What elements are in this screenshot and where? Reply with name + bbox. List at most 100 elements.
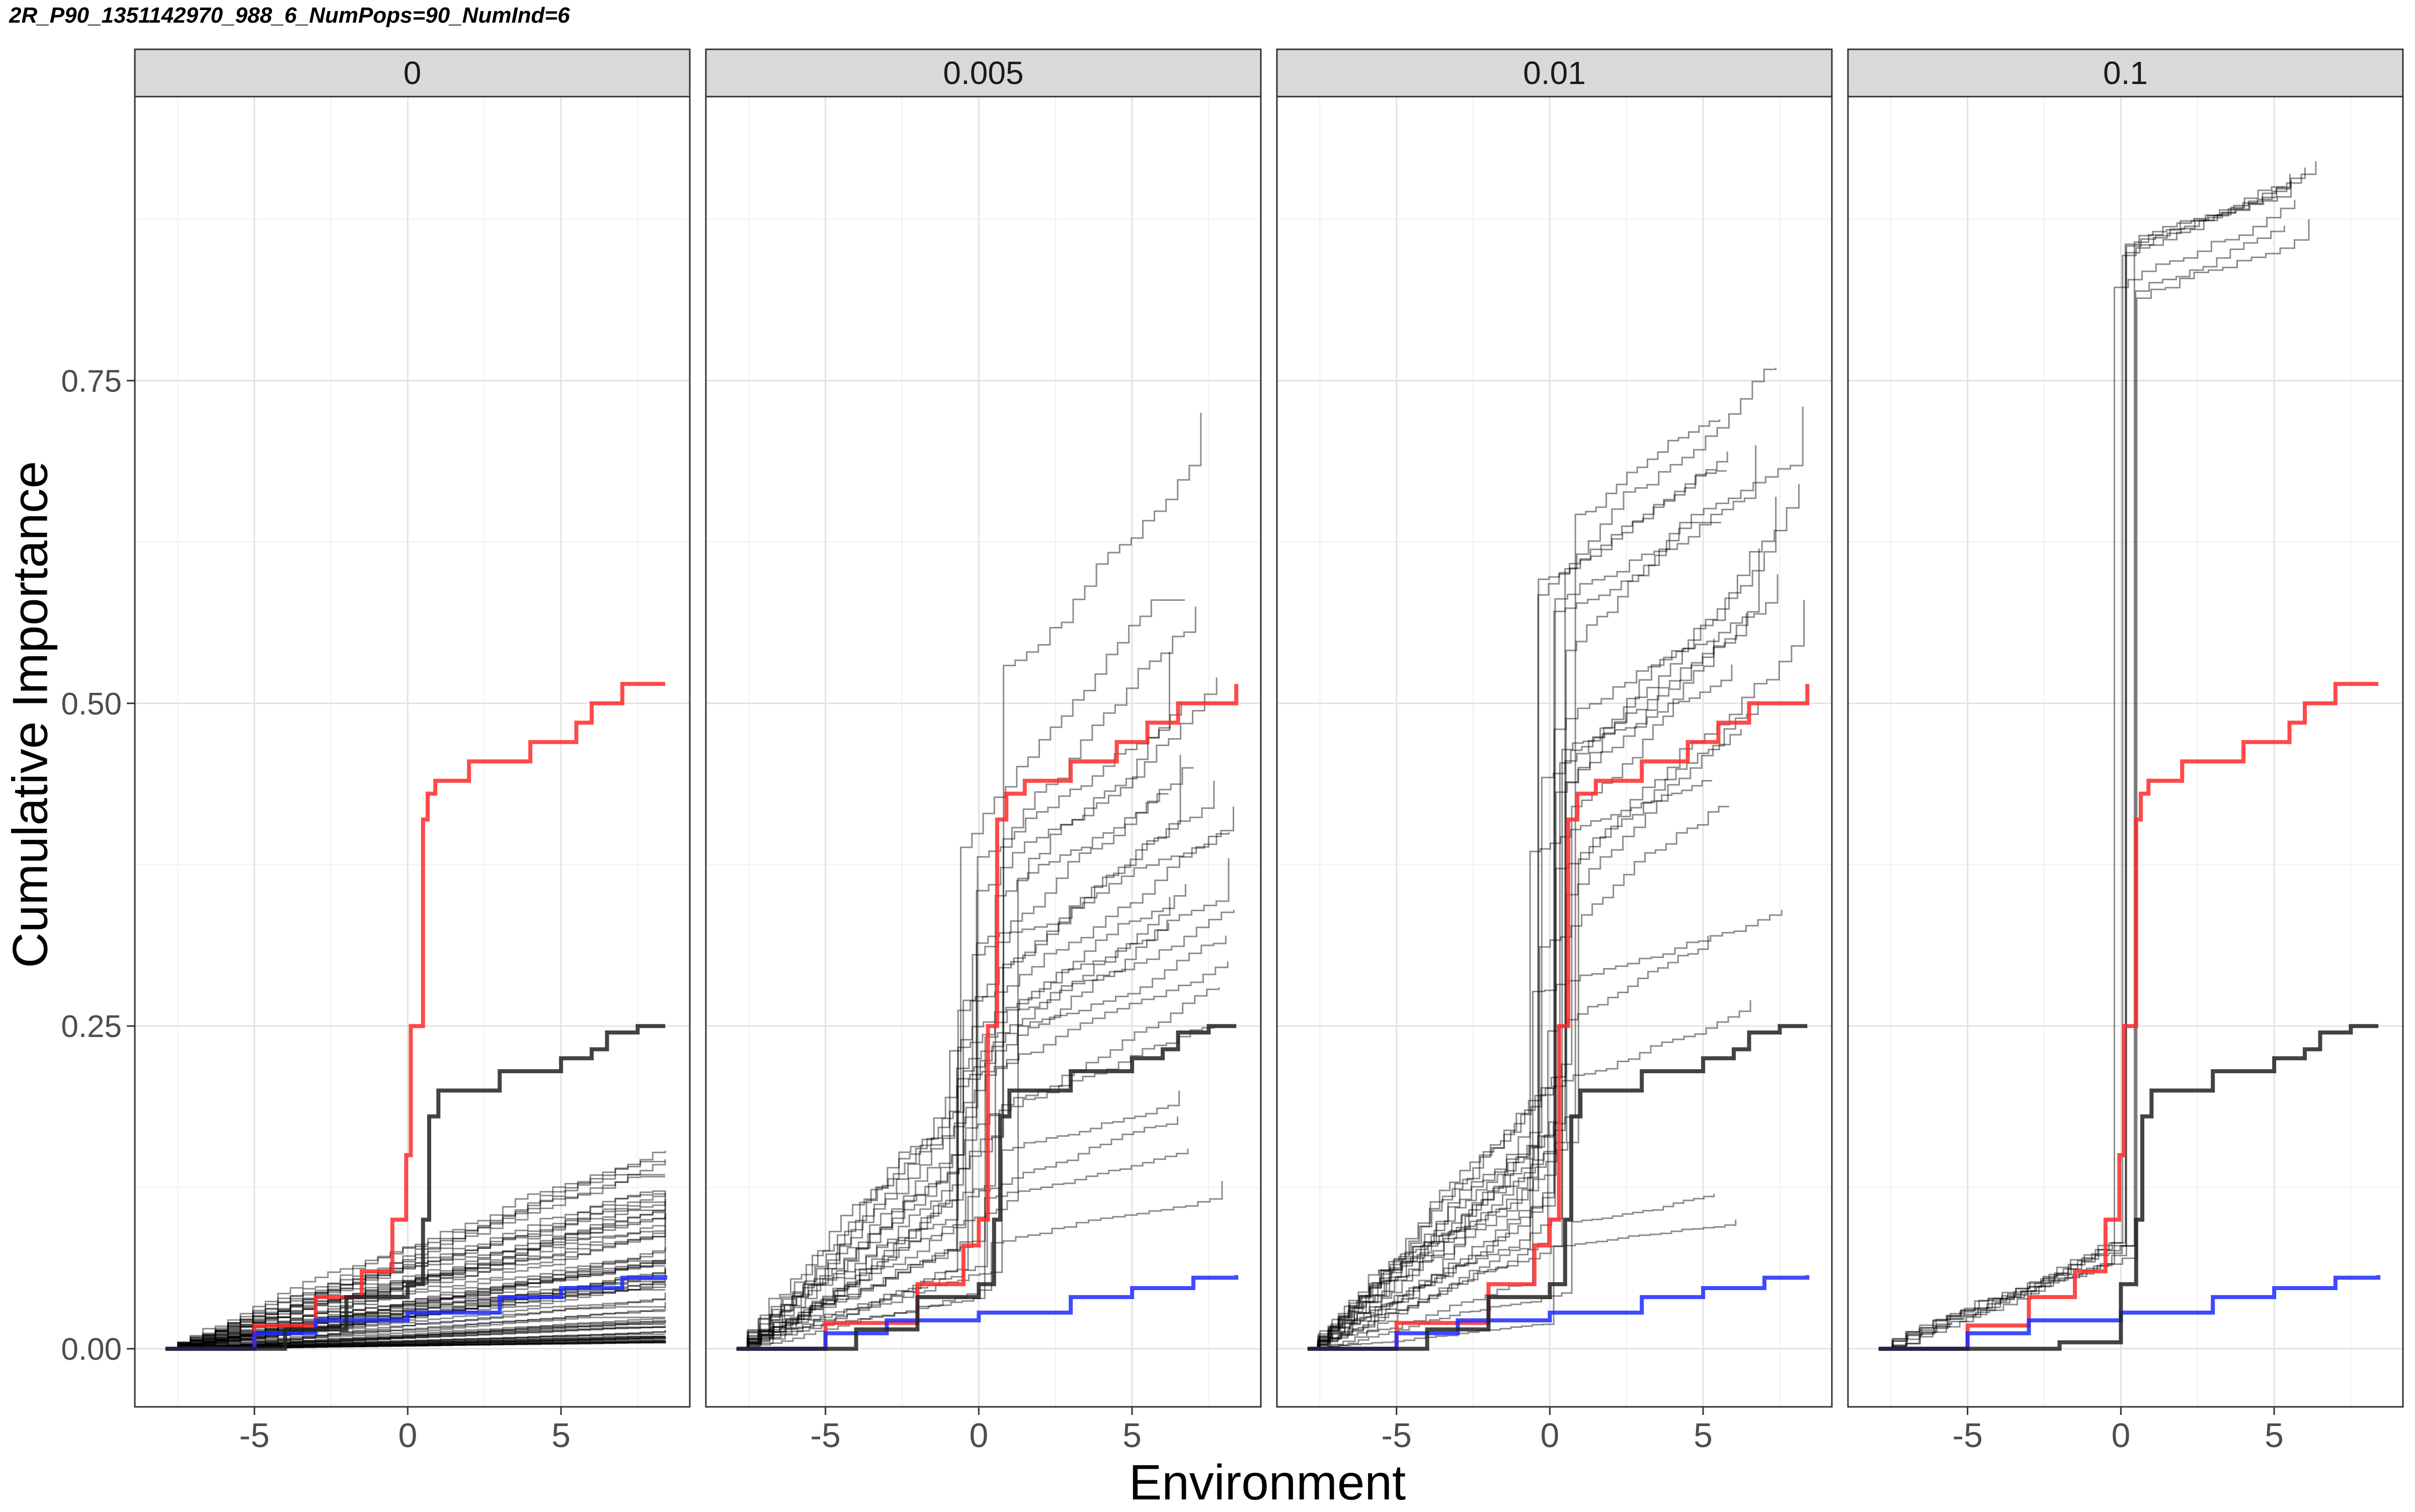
- x-tick-label: 0: [2111, 1416, 2130, 1455]
- series-line-black: [165, 1024, 666, 1351]
- series-line-black: [1878, 1024, 2379, 1351]
- gray-series-line: [1878, 200, 2296, 1350]
- panel-background: [1848, 97, 2403, 1407]
- facet-strip-label: 0.1: [2103, 55, 2148, 91]
- gray-series-line: [1307, 470, 1727, 1350]
- gray-series-line: [165, 1326, 666, 1350]
- x-tick-label: 0: [398, 1416, 417, 1455]
- facet-panel-3: 0.1 -5 0 5: [1847, 48, 2404, 1455]
- facet-strip-label: 0: [404, 55, 422, 91]
- series-line-red: [1878, 682, 2379, 1351]
- gray-series-line: [736, 807, 1234, 1350]
- facet-strip: [1276, 48, 1833, 98]
- gray-series-line: [165, 1333, 666, 1350]
- gray-series-line: [736, 910, 1235, 1350]
- y-axis-label: Cumulative Importance: [2, 461, 58, 968]
- series-line-blue: [1307, 1275, 1810, 1351]
- gray-series-line: [1307, 910, 1783, 1350]
- x-tick-label: 0: [1540, 1416, 1559, 1455]
- gray-series-line: [165, 1190, 666, 1350]
- x-tick-label: 5: [1122, 1416, 1142, 1455]
- gray-series-line: [165, 1316, 666, 1350]
- series-line-blue: [1878, 1275, 2381, 1351]
- gray-series-line: [1307, 497, 1777, 1350]
- gray-series-line: [1307, 1193, 1715, 1350]
- y-tick-label: 0.50: [61, 687, 122, 722]
- gray-series-line: [1307, 600, 1805, 1350]
- series-line-red: [1307, 684, 1810, 1351]
- y-tick-label: 0.00: [61, 1332, 122, 1367]
- gray-series-line: [165, 1201, 666, 1350]
- gray-series-line: [1878, 219, 2310, 1350]
- panel-background: [1277, 97, 1832, 1407]
- gray-series-line: [1307, 806, 1730, 1350]
- gray-series-line: [165, 1321, 666, 1350]
- gray-series-line: [736, 755, 1181, 1350]
- gray-series-line: [736, 1026, 1215, 1350]
- y-tick-label: 0.25: [61, 1009, 122, 1044]
- gray-series-line: [165, 1193, 666, 1350]
- plot-title: 2R_P90_1351142970_988_6_NumPops=90_NumIn…: [9, 3, 570, 28]
- gray-series-line: [736, 1181, 1223, 1350]
- facet-panel-0: 0 -5 0 5: [134, 48, 691, 1455]
- x-tick-label: -5: [239, 1416, 269, 1455]
- facet-strip-label: 0.005: [943, 55, 1023, 91]
- gray-series-line: [1307, 664, 1733, 1350]
- x-tick-label: 5: [1694, 1416, 1713, 1455]
- gray-series-line: [1307, 367, 1777, 1350]
- gray-series-line: [1307, 729, 1742, 1350]
- gray-series-line: [1878, 174, 2291, 1350]
- gray-series-line: [165, 1174, 666, 1350]
- gray-series-line: [165, 1323, 666, 1350]
- gray-series-line: [736, 780, 1215, 1350]
- gray-series-line: [1307, 574, 1779, 1350]
- facet-panel-1: 0.005 -5 0 5: [705, 48, 1262, 1455]
- facet-strip-label: 0.01: [1523, 55, 1586, 91]
- gray-series-line: [1307, 780, 1713, 1350]
- gray-series-line: [1307, 451, 1728, 1350]
- series-line-red: [736, 684, 1239, 1351]
- gray-series-line: [1307, 548, 1760, 1350]
- gray-series-line: [1307, 703, 1759, 1350]
- x-tick-label: 0: [969, 1416, 988, 1455]
- gray-series-line: [165, 1209, 666, 1350]
- gray-series-group: [736, 413, 1235, 1350]
- x-tick-label: -5: [1381, 1416, 1411, 1455]
- facet-strip: [705, 48, 1262, 98]
- facet-strip: [134, 48, 691, 98]
- gray-series-line: [736, 606, 1196, 1350]
- gray-series-line: [1307, 935, 1709, 1350]
- x-axis-label: Environment: [1129, 1455, 1406, 1510]
- panel-background: [706, 97, 1261, 1407]
- facet-panel-2: 0.01 -5 0 5: [1276, 48, 1833, 1455]
- gray-series-line: [1878, 225, 2285, 1350]
- gray-series-line: [736, 987, 1220, 1350]
- series-line-blue: [165, 1275, 668, 1351]
- y-tick-label: 0.75: [61, 364, 122, 399]
- gray-series-line: [1307, 419, 1721, 1350]
- facet-strip: [1847, 48, 2404, 98]
- series-line-blue: [736, 1275, 1239, 1351]
- gray-series-line: [736, 897, 1171, 1350]
- gray-series-line: [736, 652, 1170, 1350]
- gray-series-line: [1878, 180, 2292, 1350]
- gray-series-line: [736, 793, 1169, 1350]
- gray-series-line: [1878, 186, 2285, 1350]
- x-tick-label: -5: [810, 1416, 840, 1455]
- gray-series-line: [736, 599, 1185, 1350]
- gray-series-line: [736, 1148, 1189, 1350]
- gray-series-line: [1307, 639, 1715, 1350]
- gray-series-line: [1307, 1220, 1737, 1350]
- gray-series-line: [736, 884, 1186, 1350]
- gray-series-line: [1878, 168, 2306, 1350]
- gray-series-line: [165, 1260, 666, 1350]
- gray-series-line: [736, 677, 1218, 1350]
- gray-series-line: [1307, 406, 1804, 1350]
- series-line-black: [1307, 1024, 1808, 1351]
- gray-series-line: [736, 767, 1194, 1350]
- gray-series-line: [736, 832, 1230, 1350]
- gray-series-line: [165, 1176, 666, 1350]
- gray-series-line: [736, 413, 1202, 1350]
